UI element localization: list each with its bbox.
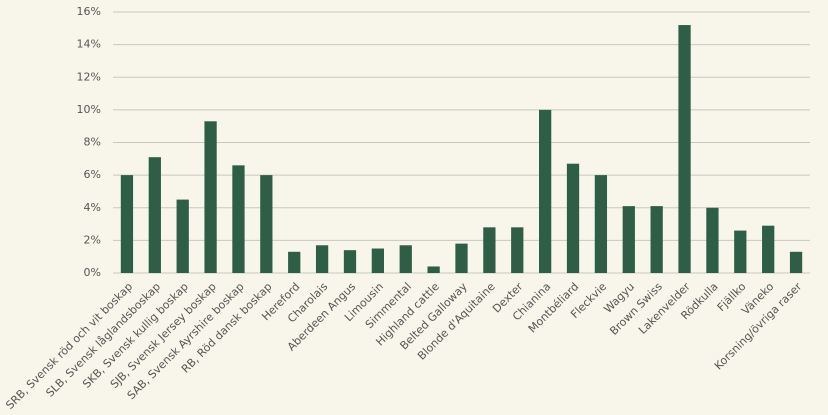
bar [706,207,719,273]
bar [148,157,161,273]
bar [622,206,635,273]
bar [483,227,496,273]
y-tick-label: 6% [84,168,101,181]
bar [371,248,384,273]
bar [789,251,803,273]
bar [734,230,747,273]
bar [566,163,580,273]
bar [260,175,273,273]
bar [650,206,663,273]
bar [594,175,608,273]
bar [539,109,552,273]
bar [427,266,440,273]
bar [288,251,301,273]
y-tick-label: 16% [77,5,101,18]
bar [315,245,329,273]
y-tick-label: 2% [84,233,101,246]
y-tick-label: 0% [84,266,101,279]
y-tick-label: 12% [77,70,101,83]
bar [120,175,134,273]
bar [455,243,468,273]
y-tick-label: 4% [84,201,101,214]
bar [399,245,412,273]
y-tick-label: 8% [84,136,101,149]
bar [204,121,217,273]
y-tick-label: 10% [77,103,101,116]
bar [678,25,691,273]
bar [511,227,524,273]
bar [176,199,189,273]
y-tick-label: 14% [77,38,101,51]
bar [232,165,245,273]
x-tick-label: SKB, Svensk kullig boskap [80,280,191,391]
bar [343,250,357,273]
bar [762,225,775,273]
